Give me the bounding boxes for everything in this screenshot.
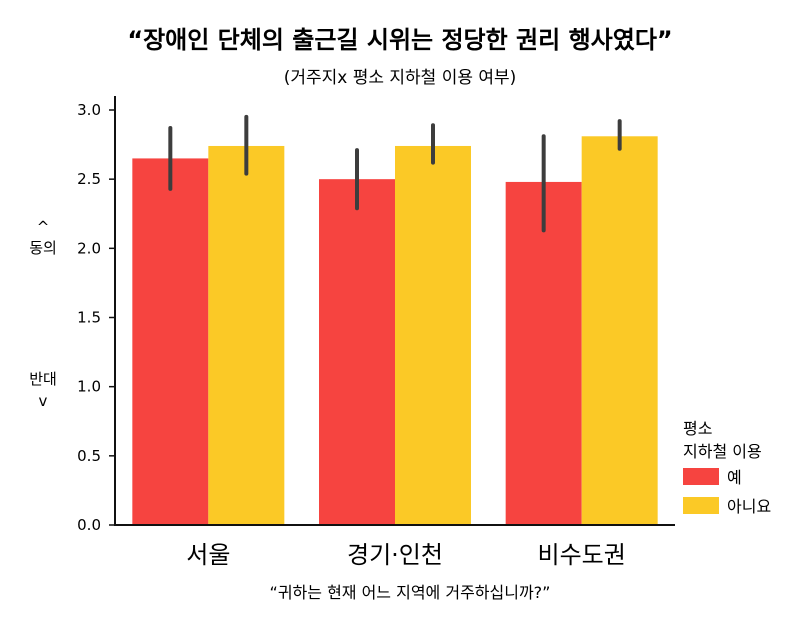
bar-no-0 [208, 145, 285, 525]
chart-subtitle: (거주지x 평소 지하철 이용 여부) [284, 68, 517, 88]
y-tick-label: 0.5 [77, 447, 101, 465]
y-axis-label-disagree: 반대 [29, 370, 57, 388]
bar-yes-2 [505, 181, 582, 525]
legend: 평소 지하철 이용 예 아니요 [683, 419, 771, 516]
axes [114, 96, 675, 526]
legend-title-line2: 지하철 이용 [683, 442, 762, 461]
legend-label-yes: 예 [727, 468, 742, 487]
y-axis-label-agree: 동의 [29, 239, 57, 257]
chart-title: “장애인 단체의 출근길 시위는 정당한 권리 행사였다” [127, 26, 672, 54]
y-tick-label: 1.0 [77, 378, 101, 396]
legend-title-line1: 평소 [683, 419, 712, 438]
legend-label-no: 아니요 [727, 497, 771, 516]
y-tick-label: 0.0 [77, 516, 101, 534]
legend-swatch-no [683, 497, 719, 514]
y-tick-label: 1.5 [77, 309, 101, 327]
bar-yes-0 [132, 158, 209, 525]
bar-no-2 [581, 136, 658, 526]
x-category-label: 비수도권 [538, 541, 626, 569]
bar-group [132, 136, 658, 526]
x-axis-category-labels: 서울 경기·인천 비수도권 [186, 541, 626, 569]
y-axis-ticks: 0.0 0.5 1.0 1.5 2.0 2.5 3.0 [77, 101, 115, 534]
error-bar-group [168, 114, 622, 233]
bar-no-1 [395, 145, 471, 525]
x-category-label: 경기·인천 [347, 541, 443, 569]
y-axis-down-arrow: v [39, 392, 48, 410]
y-tick-label: 2.5 [77, 170, 101, 188]
y-axis-up-arrow: ^ [37, 218, 50, 236]
y-tick-label: 3.0 [77, 101, 101, 119]
legend-swatch-yes [683, 468, 719, 485]
bar-yes-1 [319, 179, 395, 525]
y-tick-label: 2.0 [77, 239, 101, 257]
x-category-label: 서울 [186, 541, 230, 569]
x-axis-label: “귀하는 현재 어느 지역에 거주하십니까?” [270, 583, 551, 602]
